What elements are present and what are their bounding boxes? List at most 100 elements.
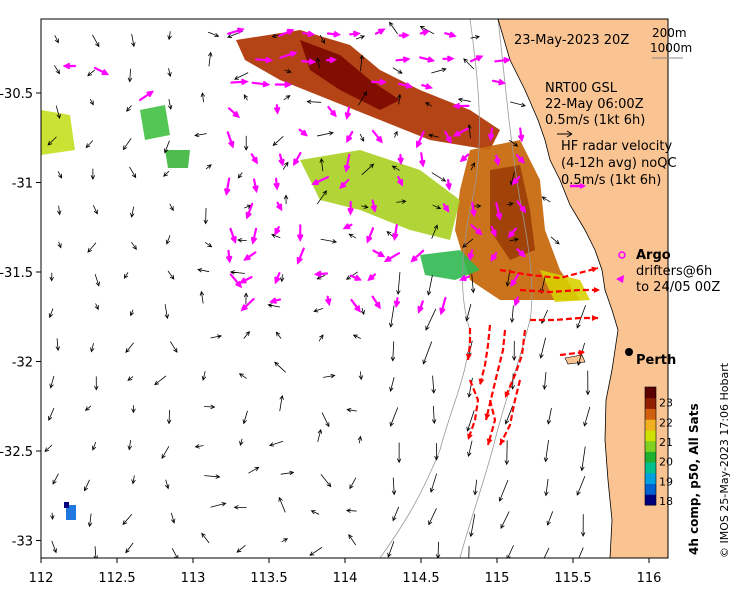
model-current-arrow — [389, 305, 395, 328]
colorbar-segment — [645, 408, 656, 420]
model-current-arrow — [271, 33, 281, 38]
hf-radar-arrow — [255, 57, 274, 64]
drifter-arrowhead — [467, 433, 473, 440]
model-current-arrow — [167, 31, 172, 41]
y-tick-label: -33 — [12, 535, 33, 550]
sst-patch-green-coast — [420, 250, 480, 280]
model-current-arrow — [281, 538, 289, 543]
model-current-arrow — [346, 407, 357, 413]
hf-radar-arrow — [452, 127, 469, 137]
drifter-track — [466, 379, 480, 441]
argo-label: Argo — [636, 248, 671, 263]
model-current-arrow — [355, 35, 366, 40]
hf-radar-arrow — [93, 66, 110, 76]
model-current-arrow — [275, 331, 282, 339]
model-current-arrow — [428, 508, 437, 526]
model-current-arrow — [359, 133, 365, 142]
model-current-arrow — [396, 271, 401, 296]
model-current-arrow — [210, 502, 227, 508]
hf-radar-arrows — [62, 27, 527, 316]
hf-radar-arrow — [226, 249, 233, 264]
model-current-arrow — [129, 309, 134, 317]
hf-radar-arrow — [488, 127, 495, 142]
model-current-arrow — [544, 478, 549, 497]
drifter-track — [503, 329, 527, 399]
model-current-arrow — [498, 479, 509, 502]
model-current-arrow — [392, 67, 403, 74]
hf-radar-arrow — [326, 31, 342, 38]
x-tick-label: 114 — [333, 571, 358, 586]
model-current-arrow — [52, 473, 59, 485]
hf-radar-arrow — [313, 270, 329, 278]
model-current-arrow — [131, 405, 136, 414]
hf-radar-arrow — [293, 151, 302, 167]
model-current-arrow — [203, 404, 216, 410]
drifter-arrowhead — [484, 413, 491, 420]
model-current-arrow — [233, 72, 249, 80]
model-current-arrow — [422, 341, 433, 365]
model-current-arrow — [280, 470, 295, 475]
credit-text: © IMOS 25-May-2023 17:06 Hobart — [718, 362, 731, 558]
sst-colorbar: 23 22 21 20 19 18 — [644, 386, 673, 508]
model-current-arrow — [467, 440, 473, 457]
model-current-arrow — [419, 26, 435, 35]
model-current-arrow — [470, 273, 476, 294]
model-current-arrow — [239, 438, 244, 447]
hf-radar-arrow — [138, 90, 155, 102]
hf-radar-arrow — [397, 175, 404, 187]
model-current-arrow — [320, 474, 332, 488]
x-tick-label: 112.5 — [98, 571, 135, 586]
model-current-arrow — [48, 407, 55, 421]
model-current-arrow — [200, 92, 205, 103]
model-current-arrow — [465, 304, 472, 322]
plot-frame — [40, 18, 669, 559]
model-current-arrow — [55, 338, 60, 352]
hf-radar-arrow — [398, 32, 410, 39]
hf-radar-arrow — [513, 296, 520, 307]
model-current-arrow — [543, 547, 550, 558]
model-current-arrow — [274, 361, 286, 373]
hf-radar-arrow — [240, 297, 255, 312]
model-current-arrow — [429, 473, 437, 493]
model-current-arrow — [163, 171, 170, 177]
hf-legend-scale: 0.5m/s (1kt 6h) — [561, 173, 661, 188]
hf-radar-arrow — [245, 202, 254, 220]
model-current-arrow — [154, 375, 167, 386]
model-current-arrow — [509, 139, 519, 147]
model-current-arrow — [468, 546, 470, 558]
model-current-arrow — [84, 405, 92, 411]
hf-radar-arrow — [419, 152, 426, 168]
sst-patches — [41, 30, 590, 520]
drifter-arrowhead — [478, 378, 485, 385]
sst-patch-coastal-core — [490, 165, 535, 260]
hf-radar-arrow — [274, 272, 281, 285]
hf-radar-arrow — [370, 199, 377, 213]
hf-radar-arrow — [495, 201, 503, 221]
model-current-arrow — [279, 274, 285, 283]
model-current-arrow — [49, 272, 54, 282]
model-current-arrow — [171, 512, 176, 524]
model-current-arrow — [242, 410, 248, 425]
hf-radar-arrow — [279, 51, 298, 59]
model-current-arrow — [317, 190, 327, 205]
model-current-arrow — [201, 532, 210, 544]
model-current-arrow — [243, 330, 251, 339]
model-current-arrow — [205, 164, 212, 170]
hf-radar-arrow — [442, 203, 450, 213]
drifter-arrowhead — [594, 287, 600, 293]
hf-radar-arrow — [346, 130, 354, 144]
model-current-arrow — [89, 98, 94, 106]
model-current-arrow — [359, 54, 364, 72]
hf-radar-arrow — [494, 57, 512, 64]
model-current-arrow — [165, 479, 170, 490]
model-current-arrow — [539, 337, 546, 359]
hf-radar-arrow — [515, 154, 525, 164]
model-current-arrow — [54, 35, 59, 44]
model-current-arrow — [550, 236, 560, 245]
colorbar-label: 4h comp, p50, All Sats — [687, 403, 701, 555]
y-tick-label: -32 — [12, 356, 33, 371]
colorbar-tick-label: 19 — [659, 475, 673, 488]
hf-radar-arrow — [274, 104, 281, 115]
model-current-arrow — [321, 412, 330, 428]
model-current-arrow — [389, 407, 399, 427]
